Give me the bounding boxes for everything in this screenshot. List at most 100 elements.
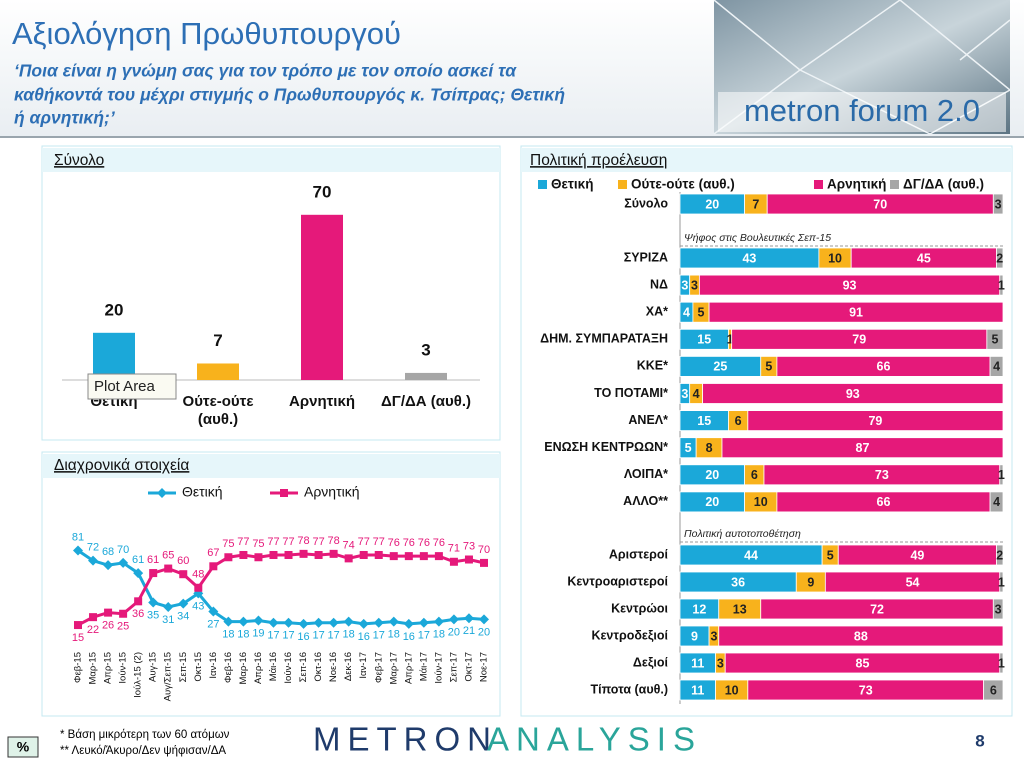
data-label: 6 bbox=[735, 414, 742, 428]
point bbox=[343, 616, 354, 627]
chart-title: Σύνολο bbox=[54, 152, 104, 169]
bar-segment bbox=[989, 491, 1004, 513]
x-tick-label: Αυγ/Σεπ-15 bbox=[163, 652, 174, 701]
legend-swatch bbox=[618, 180, 627, 189]
data-label: 77 bbox=[358, 536, 370, 548]
data-label: 17 bbox=[373, 630, 385, 642]
point bbox=[208, 606, 219, 617]
point bbox=[419, 552, 428, 561]
point bbox=[268, 617, 279, 628]
point bbox=[148, 597, 159, 608]
y-tick-label: ΔΗΜ. ΣΥΜΠΑΡΑΤΑΞΗ bbox=[540, 332, 668, 346]
x-tick-label: Αρνητική bbox=[288, 393, 355, 410]
data-label: 26 bbox=[102, 620, 114, 632]
slide-title: Αξιολόγηση Πρωθυπουργού bbox=[12, 16, 401, 51]
y-tick-label: ΣΥΡΙΖΑ bbox=[624, 250, 668, 264]
bar-segment bbox=[999, 652, 1004, 674]
data-label: 61 bbox=[147, 554, 159, 566]
data-label: 77 bbox=[267, 536, 279, 548]
point bbox=[118, 557, 129, 568]
x-tick-label: Μάι-17 bbox=[418, 652, 429, 681]
data-label: 66 bbox=[877, 495, 891, 509]
data-label: 77 bbox=[237, 536, 249, 548]
data-label: 85 bbox=[856, 656, 870, 670]
data-label: 3 bbox=[710, 629, 717, 643]
data-label: 45 bbox=[917, 251, 931, 265]
data-label: 44 bbox=[744, 548, 758, 562]
data-label: 13 bbox=[733, 602, 747, 616]
bar-segment bbox=[996, 247, 1004, 269]
data-label: 11 bbox=[691, 656, 704, 670]
x-tick-label: Απρ-15 bbox=[103, 652, 114, 684]
subtitle-line: ή αρνητική;’ bbox=[14, 108, 116, 128]
data-label: 43 bbox=[192, 600, 204, 612]
legend-label: Θετική bbox=[182, 484, 223, 500]
y-tick-label: Σύνολο bbox=[624, 196, 668, 210]
data-label: 22 bbox=[87, 624, 99, 636]
point bbox=[479, 614, 489, 625]
point bbox=[434, 552, 443, 561]
data-label: 3 bbox=[691, 278, 698, 292]
unit-box bbox=[7, 736, 39, 758]
data-label: 48 bbox=[192, 569, 204, 581]
y-tick-label: Κεντροδεξιοί bbox=[591, 628, 668, 642]
legend-swatch bbox=[814, 180, 823, 189]
x-tick-label: Μάι-16 bbox=[268, 652, 279, 681]
x-tick-label: Μαρ-15 bbox=[88, 652, 99, 685]
x-tick-label: Νοε-17 bbox=[479, 652, 490, 682]
point bbox=[389, 552, 398, 561]
group-label: Πολιτική αυτοτοποθέτηση bbox=[684, 528, 801, 540]
data-label: 36 bbox=[132, 608, 144, 620]
x-tick-label: Νοε-16 bbox=[328, 652, 339, 682]
data-label: 15 bbox=[72, 632, 84, 644]
data-label: 10 bbox=[725, 683, 739, 697]
data-label: 8 bbox=[706, 441, 713, 455]
data-label: 75 bbox=[252, 538, 264, 550]
data-label: 6 bbox=[751, 468, 758, 482]
data-label: 76 bbox=[433, 537, 445, 549]
data-label: 18 bbox=[433, 629, 445, 641]
y-tick-label: ΧΑ* bbox=[646, 304, 668, 318]
x-tick-label: Οκτ-16 bbox=[313, 652, 324, 682]
chart-title: Πολιτική προέλευση bbox=[530, 152, 667, 169]
point bbox=[149, 569, 158, 578]
point bbox=[163, 601, 174, 612]
data-label: 1 bbox=[998, 575, 1005, 589]
bar-segment bbox=[983, 679, 1004, 701]
series-line bbox=[77, 552, 485, 627]
data-label: 91 bbox=[849, 305, 863, 319]
group-label: Ψήφος στις Βουλευτικές Σεπ-15 bbox=[684, 232, 831, 244]
point bbox=[448, 614, 459, 625]
data-label: 17 bbox=[267, 630, 279, 642]
point bbox=[313, 617, 324, 628]
x-tick-label: Απρ-16 bbox=[253, 652, 264, 684]
bar-segment bbox=[986, 328, 1004, 350]
data-label: 7 bbox=[213, 331, 222, 350]
data-label: 70 bbox=[117, 544, 129, 556]
point bbox=[464, 555, 473, 564]
point bbox=[269, 550, 278, 559]
panel-title-bar bbox=[42, 454, 500, 478]
data-label: 1 bbox=[998, 278, 1005, 292]
data-label: 73 bbox=[859, 683, 873, 697]
x-tick-label: Ιούλ-15 (2) bbox=[133, 652, 144, 698]
footnote: * Βάση μικρότερη των 60 ατόμων bbox=[60, 729, 230, 741]
data-label: 27 bbox=[207, 618, 219, 630]
data-label: 16 bbox=[403, 631, 415, 643]
page-number: 8 bbox=[975, 731, 984, 750]
point bbox=[179, 570, 188, 579]
data-label: 18 bbox=[222, 629, 234, 641]
bar-segment bbox=[999, 464, 1004, 486]
x-tick-label: Ιούν-16 bbox=[283, 652, 294, 684]
data-label: 79 bbox=[852, 333, 866, 347]
y-tick-label: ΝΔ bbox=[650, 277, 668, 291]
y-tick-label: ΤΟ ΠΟΤΑΜΙ* bbox=[594, 386, 668, 400]
bar-segment bbox=[721, 437, 1004, 459]
point bbox=[238, 616, 249, 627]
bar-segment bbox=[718, 625, 1004, 647]
point bbox=[480, 558, 488, 567]
data-label: 5 bbox=[698, 305, 705, 319]
brand-part: METRON bbox=[313, 721, 498, 758]
